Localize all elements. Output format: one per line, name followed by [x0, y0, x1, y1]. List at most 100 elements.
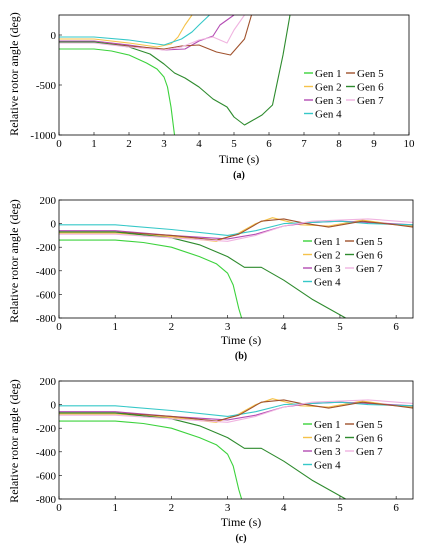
x-tick-label: 2	[169, 321, 175, 333]
x-tick-label: 8	[336, 138, 342, 150]
legend-item-gen-2: Gen 2	[303, 433, 341, 445]
y-axis-label: Relative rotor angle (deg)	[7, 199, 21, 323]
legend-item-gen-7: Gen 7	[345, 446, 383, 458]
x-tick-label: 6	[393, 502, 399, 514]
legend-label: Gen 5	[356, 236, 383, 248]
chart-panel-1: 0 1 2 3 4 5 6 7 8 9 10 -1000 -500 0 Time (s) Relative r…	[7, 12, 415, 181]
x-tick-label: 0	[56, 138, 62, 150]
series-line-gen-3	[59, 15, 235, 51]
series-line-gen-3	[59, 220, 413, 240]
legend-item-gen-1: Gen 1	[303, 236, 341, 248]
series-line-gen-1	[59, 420, 243, 499]
legend-item-gen-5: Gen 5	[345, 419, 383, 431]
legend-label: Gen 1	[314, 419, 341, 431]
x-tick-label: 4	[281, 502, 287, 514]
legend-label: Gen 4	[315, 109, 342, 121]
panel-label: (c)	[235, 533, 246, 544]
y-tick-label: -600	[36, 289, 57, 301]
legend-label: Gen 6	[357, 82, 384, 94]
series-lines	[59, 398, 413, 499]
y-tick-label: 200	[40, 195, 57, 207]
series-lines	[59, 15, 291, 135]
series-line-gen-3	[59, 401, 413, 421]
legend-label: Gen 3	[315, 95, 342, 107]
legend-label: Gen 6	[356, 250, 383, 262]
y-tick-label: -1000	[30, 130, 56, 142]
series-line-gen-6	[59, 412, 346, 499]
y-tick-label: -600	[36, 470, 57, 482]
x-tick-label: 2	[126, 138, 132, 150]
legend-label: Gen 5	[357, 68, 384, 80]
y-tick-label: 0	[51, 30, 57, 42]
y-tick-label: -200	[36, 242, 57, 254]
x-axis-label: Time (s)	[221, 515, 262, 529]
series-lines	[59, 217, 413, 318]
chart-panel-3: 0 1 2 3 4 5 6 -800 -600 -400 -200 0 200 Time (s) Relat…	[7, 376, 414, 544]
legend-item-gen-1: Gen 1	[303, 419, 341, 431]
x-axis-label: Time (s)	[219, 152, 260, 166]
legend-label: Gen 1	[314, 236, 341, 248]
legend-item-gen-3: Gen 3	[303, 446, 341, 458]
legend-item-gen-6: Gen 6	[346, 82, 384, 94]
x-tick-label: 2	[169, 502, 175, 514]
legend-label: Gen 4	[314, 460, 341, 472]
y-tick-label: 0	[51, 400, 57, 412]
legend-label: Gen 1	[315, 68, 342, 80]
legend-label: Gen 7	[356, 263, 383, 275]
legend-item-gen-6: Gen 6	[345, 250, 383, 262]
legend-label: Gen 7	[357, 95, 384, 107]
series-line-gen-4	[59, 15, 210, 46]
legend-item-gen-3: Gen 3	[303, 263, 341, 275]
panel-label: (a)	[233, 170, 245, 181]
y-tick-label: -800	[36, 313, 57, 325]
legend-item-gen-4: Gen 4	[303, 277, 341, 289]
chart-panel-2: 0 1 2 3 4 5 6 -800 -600 -400 -200 0 200 Time (s) Relat…	[7, 195, 414, 362]
legend-item-gen-5: Gen 5	[346, 68, 384, 80]
series-line-gen-7	[59, 15, 245, 51]
y-tick-label: 200	[40, 376, 57, 388]
legend-item-gen-7: Gen 7	[345, 263, 383, 275]
series-line-gen-1	[59, 48, 176, 135]
x-tick-label: 7	[301, 138, 307, 150]
x-tick-label: 5	[337, 502, 343, 514]
y-tick-label: -400	[36, 266, 57, 278]
legend-label: Gen 6	[356, 433, 383, 445]
legend-label: Gen 3	[314, 446, 341, 458]
legend-label: Gen 5	[356, 419, 383, 431]
x-axis-label: Time (s)	[221, 333, 262, 347]
legend-label: Gen 2	[314, 433, 341, 445]
x-tick-label: 3	[225, 321, 231, 333]
y-axis-label: Relative rotor angle (deg)	[7, 379, 21, 503]
x-tick-label: 4	[196, 138, 202, 150]
panel-label: (b)	[235, 351, 247, 362]
x-tick-label: 3	[225, 502, 231, 514]
legend-item-gen-1: Gen 1	[304, 68, 342, 80]
legend-label: Gen 4	[314, 277, 341, 289]
y-tick-label: -500	[36, 80, 57, 92]
legend-label: Gen 2	[315, 82, 342, 94]
x-tick-label: 0	[56, 321, 62, 333]
series-line-gen-1	[59, 239, 243, 318]
x-tick-label: 6	[393, 321, 399, 333]
x-tick-label: 10	[404, 138, 416, 150]
plot-frame	[58, 380, 414, 500]
y-axis-label: Relative rotor angle (deg)	[7, 12, 21, 136]
x-tick-label: 1	[112, 502, 118, 514]
y-tick-label: -800	[36, 494, 57, 506]
legend-item-gen-5: Gen 5	[345, 236, 383, 248]
series-line-gen-6	[59, 231, 346, 318]
legend-label: Gen 2	[314, 250, 341, 262]
y-tick-label: -200	[36, 423, 57, 435]
legend-item-gen-4: Gen 4	[303, 460, 341, 472]
x-tick-label: 4	[281, 321, 287, 333]
series-line-gen-7	[59, 218, 413, 242]
x-tick-label: 1	[91, 138, 97, 150]
plot-frame	[58, 199, 414, 319]
x-tick-label: 3	[161, 138, 167, 150]
series-line-gen-7	[59, 399, 413, 423]
legend-item-gen-3: Gen 3	[304, 95, 342, 107]
x-tick-label: 0	[56, 502, 62, 514]
series-line-gen-5	[59, 399, 413, 422]
